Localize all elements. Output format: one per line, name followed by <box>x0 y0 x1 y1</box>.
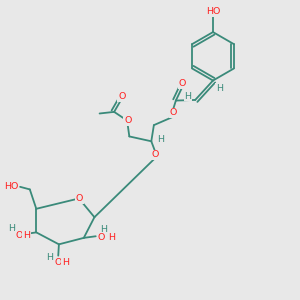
Text: H: H <box>184 92 192 100</box>
Text: HO: HO <box>206 7 220 16</box>
Text: O: O <box>76 194 83 203</box>
Text: O: O <box>55 258 62 267</box>
Text: O: O <box>16 231 23 240</box>
Text: H: H <box>46 253 53 262</box>
Text: O: O <box>98 233 105 242</box>
Text: H: H <box>100 225 107 234</box>
Text: H: H <box>108 233 115 242</box>
Text: H: H <box>23 231 30 240</box>
Text: O: O <box>124 116 131 125</box>
Text: HO: HO <box>4 182 18 191</box>
Text: O: O <box>118 92 126 101</box>
Text: H: H <box>216 84 223 93</box>
Text: O: O <box>152 150 159 159</box>
Text: O: O <box>178 79 186 88</box>
Text: O: O <box>169 108 177 117</box>
Text: H: H <box>8 224 15 233</box>
Text: H: H <box>157 135 164 144</box>
Text: H: H <box>62 258 69 267</box>
